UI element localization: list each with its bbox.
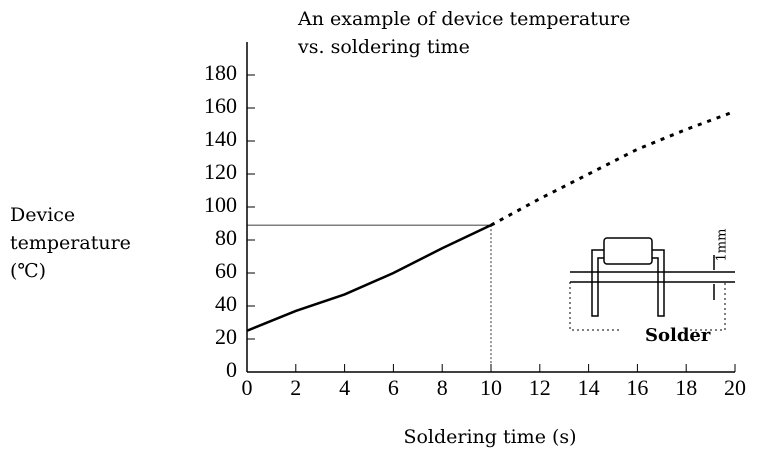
y-axis-label: temperature [10,232,131,254]
y-tick-label: 120 [204,159,237,184]
data-line [491,111,735,225]
y-tick-label: 80 [215,225,237,250]
chart-title: vs. soldering time [297,36,470,58]
x-tick-label: 6 [388,375,399,400]
y-tick-label: 180 [204,60,237,85]
y-tick-label: 40 [215,291,237,316]
x-tick-label: 12 [529,375,551,400]
y-tick-label: 160 [204,93,237,118]
x-tick-label: 18 [675,375,697,400]
x-tick-label: 16 [626,375,648,400]
y-tick-label: 60 [215,258,237,283]
x-tick-label: 20 [724,375,746,400]
x-tick-label: 0 [242,375,253,400]
y-tick-label: 20 [215,324,237,349]
x-tick-label: 8 [437,375,448,400]
x-tick-label: 2 [290,375,301,400]
x-tick-label: 14 [578,375,600,400]
chart: An example of device temperature vs. sol… [0,0,758,454]
x-axis-label: Soldering time (s) [403,426,576,448]
y-tick-label: 0 [226,357,237,382]
data-line [247,225,491,331]
y-tick-label: 140 [204,126,237,151]
inset-diagram [570,238,735,330]
y-axis-label: (℃) [10,260,46,282]
x-tick-label: 4 [339,375,350,400]
y-tick-label: 100 [204,192,237,217]
inset-label: Solder [645,325,711,346]
x-tick-label: 10 [480,375,502,400]
y-axis-label: Device [10,204,75,226]
inset-dimension: 1mm [715,229,730,262]
chart-title: An example of device temperature [297,8,630,30]
